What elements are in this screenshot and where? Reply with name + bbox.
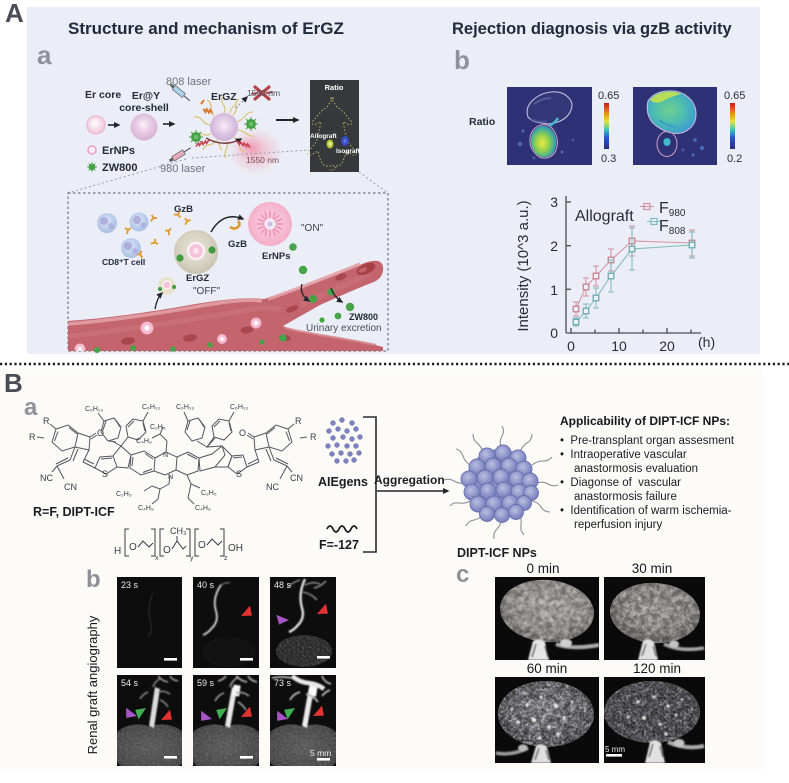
svg-text:(h): (h) xyxy=(698,334,715,350)
svg-text:z: z xyxy=(224,555,228,562)
svg-text:0: 0 xyxy=(550,325,558,341)
svg-text:0.65: 0.65 xyxy=(598,90,619,102)
svg-text:O: O xyxy=(129,542,137,553)
svg-text:OH: OH xyxy=(228,543,243,554)
svg-text:ErGZ: ErGZ xyxy=(211,91,237,103)
svg-text:C₂H₅: C₂H₅ xyxy=(150,424,166,431)
svg-text:60 min: 60 min xyxy=(527,661,568,676)
svg-text:Renal graft angiography: Renal graft angiography xyxy=(85,615,100,754)
svg-text:O: O xyxy=(97,428,104,438)
svg-text:C₆H₁₃: C₆H₁₃ xyxy=(176,404,194,411)
svg-text:23 s: 23 s xyxy=(121,580,139,590)
svg-text:ErNPs: ErNPs xyxy=(262,251,291,262)
svg-text:CH₃: CH₃ xyxy=(170,526,187,536)
svg-text:N: N xyxy=(168,474,173,481)
svg-text:AIEgens: AIEgens xyxy=(318,475,368,489)
svg-text:120 min: 120 min xyxy=(633,661,681,676)
svg-text:30 min: 30 min xyxy=(632,561,673,576)
svg-text:Allograft: Allograft xyxy=(310,133,338,140)
svg-text:ErNPs: ErNPs xyxy=(102,145,135,157)
svg-text:y: y xyxy=(190,555,194,562)
svg-text:0.65: 0.65 xyxy=(724,90,745,102)
svg-text:Ratio: Ratio xyxy=(469,116,495,128)
svg-text:C₆H₁₃: C₆H₁₃ xyxy=(230,404,248,411)
svg-text:Isograft: Isograft xyxy=(336,148,361,155)
svg-text:R: R xyxy=(29,432,36,442)
svg-text:O: O xyxy=(163,545,171,556)
svg-text:Urinary excretion: Urinary excretion xyxy=(306,323,382,334)
svg-text:NC: NC xyxy=(40,473,53,483)
svg-text:980 laser: 980 laser xyxy=(160,163,206,175)
svg-text:40 s: 40 s xyxy=(197,580,215,590)
svg-text:R: R xyxy=(295,416,302,426)
svg-text:73 s: 73 s xyxy=(274,678,292,688)
svg-text:0 min: 0 min xyxy=(526,561,559,576)
svg-text:F980: F980 xyxy=(659,200,686,219)
svg-text:NC: NC xyxy=(266,482,279,492)
svg-text:O: O xyxy=(239,428,246,438)
svg-text:808 laser: 808 laser xyxy=(166,76,212,88)
svg-text:0.2: 0.2 xyxy=(727,153,742,165)
svg-text:Intensity (10^3 a.u.): Intensity (10^3 a.u.) xyxy=(515,200,532,331)
svg-text:DIPT-ICF NPs: DIPT-ICF NPs xyxy=(457,546,537,560)
svg-text:x: x xyxy=(155,555,159,562)
svg-text:"ON": "ON" xyxy=(301,223,324,234)
svg-text:ErGZ: ErGZ xyxy=(186,273,209,284)
svg-text:"OFF": "OFF" xyxy=(193,286,221,297)
svg-text:N: N xyxy=(163,452,168,459)
svg-text:R: R xyxy=(43,416,50,426)
svg-text:5 mm: 5 mm xyxy=(310,748,331,758)
svg-text:10: 10 xyxy=(611,338,627,354)
svg-text:0.3: 0.3 xyxy=(601,153,616,165)
svg-text:O: O xyxy=(198,540,206,551)
svg-text:Er core: Er core xyxy=(85,89,121,101)
svg-text:F808: F808 xyxy=(659,218,686,237)
svg-text:GzB: GzB xyxy=(174,204,193,215)
svg-text:CN: CN xyxy=(64,482,77,492)
svg-text:C₂H₅: C₂H₅ xyxy=(201,490,217,497)
svg-text:C₄H₉: C₄H₉ xyxy=(195,505,211,512)
svg-text:20: 20 xyxy=(659,338,675,354)
svg-text:Ratio: Ratio xyxy=(325,83,344,92)
svg-text:H: H xyxy=(114,546,121,557)
svg-text:59 s: 59 s xyxy=(197,678,215,688)
svg-text:F=-127: F=-127 xyxy=(319,538,359,552)
svg-text:C₄H₉: C₄H₉ xyxy=(136,438,152,445)
svg-text:0: 0 xyxy=(567,338,575,354)
svg-text:2: 2 xyxy=(550,238,558,254)
svg-text:5 mm: 5 mm xyxy=(605,745,625,754)
svg-text:C₂H₅: C₂H₅ xyxy=(116,491,132,498)
svg-text:S: S xyxy=(236,469,242,479)
svg-text:C₄H₉: C₄H₉ xyxy=(138,505,154,512)
svg-text:54 s: 54 s xyxy=(121,678,139,688)
svg-text:1550 nm: 1550 nm xyxy=(247,88,280,98)
svg-text:ZW800: ZW800 xyxy=(349,312,378,322)
svg-text:S: S xyxy=(102,469,108,479)
svg-text:core-shell: core-shell xyxy=(119,102,169,114)
svg-text:Aggregation: Aggregation xyxy=(374,473,445,487)
svg-text:R: R xyxy=(310,432,317,442)
svg-text:ZW800: ZW800 xyxy=(102,162,137,174)
svg-text:1550 nm: 1550 nm xyxy=(246,155,279,165)
svg-text:GzB: GzB xyxy=(228,239,247,250)
svg-text:3: 3 xyxy=(550,194,558,210)
svg-text:C₆H₁₃: C₆H₁₃ xyxy=(142,404,160,411)
svg-text:C₆H₁₃: C₆H₁₃ xyxy=(85,406,103,413)
svg-text:CD8⁺T cell: CD8⁺T cell xyxy=(102,257,145,267)
svg-text:Er@Y: Er@Y xyxy=(132,90,160,102)
svg-text:CN: CN xyxy=(290,473,303,483)
svg-text:Allograft: Allograft xyxy=(575,208,634,225)
svg-text:48 s: 48 s xyxy=(274,580,292,590)
svg-text:R=F, DIPT-ICF: R=F, DIPT-ICF xyxy=(33,505,115,519)
svg-text:1: 1 xyxy=(550,282,558,298)
